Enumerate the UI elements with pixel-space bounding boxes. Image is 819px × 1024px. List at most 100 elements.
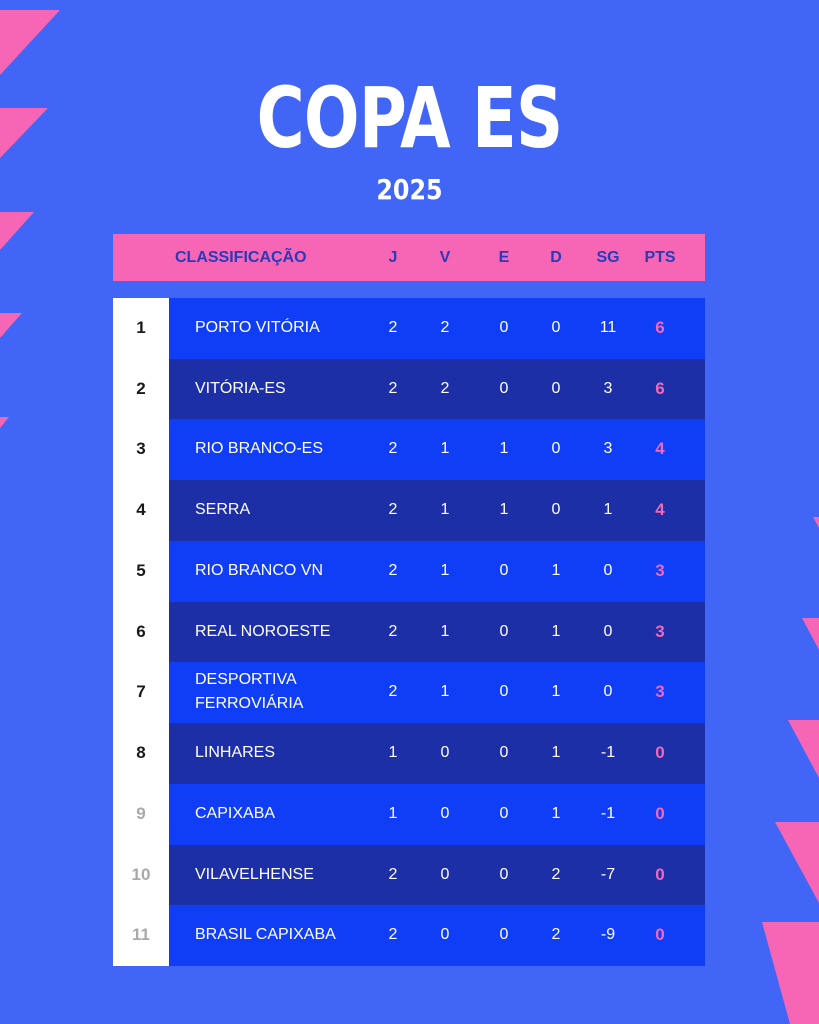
cell-v: 0 [440, 744, 450, 762]
cell-e: 0 [499, 319, 509, 336]
team-cell: SERRA [195, 480, 375, 540]
team-name: VILAVELHENSE [195, 865, 314, 883]
stripe-right-3 [788, 720, 819, 778]
row-background [169, 480, 705, 541]
cell-e: 1 [499, 501, 509, 519]
team-name: SERRA [195, 501, 251, 519]
cell-pts: 3 [655, 560, 665, 580]
cell-sg: 0 [603, 683, 613, 701]
cell-d: 0 [551, 379, 561, 397]
rank-number: 1 [136, 318, 146, 337]
row-background [169, 540, 705, 602]
cell-d: 0 [551, 319, 561, 336]
team-name: PORTO VITÓRIA [195, 319, 320, 336]
cell-sg: 3 [603, 379, 613, 397]
team-cell: REAL NOROESTE [195, 602, 375, 662]
cell-pts: 4 [655, 439, 665, 459]
cell-v: 2 [440, 319, 450, 336]
cell-pts: 3 [655, 682, 665, 702]
table-row: 3 RIO BRANCO-ES 2 1 1 0 3 4 [113, 419, 705, 481]
row-background [169, 298, 705, 359]
cell-pts: 0 [655, 925, 665, 945]
rank-number: 8 [136, 743, 146, 763]
cell-d: 2 [551, 926, 561, 944]
row-background [169, 844, 705, 906]
cell-sg: 0 [603, 622, 613, 640]
cell-j: 2 [388, 379, 398, 397]
cell-d: 0 [551, 440, 561, 458]
cell-pts: 6 [655, 378, 665, 398]
team-cell: DESPORTIVA FERROVIÁRIA [195, 662, 375, 722]
cell-sg: -1 [600, 804, 616, 822]
table-row: 2 VITÓRIA-ES 2 2 0 0 3 6 [113, 358, 705, 420]
team-cell: VITÓRIA-ES [195, 359, 375, 419]
cell-pts: 0 [655, 864, 665, 884]
cell-v: 1 [440, 683, 450, 701]
row-background [169, 662, 705, 724]
cell-sg: 11 [599, 319, 617, 336]
rank-number: 2 [136, 378, 146, 398]
team-name: BRASIL CAPIXABA [195, 926, 336, 944]
team-cell: LINHARES [195, 723, 375, 783]
cell-d: 1 [551, 683, 561, 701]
team-name: LINHARES [195, 744, 276, 762]
cell-sg: -9 [600, 926, 616, 944]
rank-number: 6 [136, 621, 146, 641]
header-j: J [388, 249, 398, 266]
cell-j: 2 [388, 319, 398, 336]
cell-e: 0 [499, 744, 509, 762]
cell-pts: 0 [655, 803, 665, 823]
cell-j: 2 [388, 683, 398, 701]
cell-e: 0 [499, 926, 509, 944]
cell-j: 2 [388, 501, 398, 519]
table-header: CLASSIFICAÇÃO J V E D SG PTS [113, 234, 705, 281]
stripe-right-5 [762, 922, 819, 1024]
table-row: 4 SERRA 2 1 1 0 1 4 [113, 480, 705, 541]
cell-j: 2 [388, 440, 398, 458]
team-cell: VILAVELHENSE [195, 845, 375, 905]
cell-sg: 3 [603, 440, 613, 458]
cell-e: 0 [499, 683, 509, 701]
row-background [169, 419, 705, 481]
table-row: 6 REAL NOROESTE 2 1 0 1 0 3 [113, 601, 705, 663]
table-row: 10 VILAVELHENSE 2 0 0 2 -7 0 [113, 844, 705, 906]
cell-v: 0 [440, 804, 450, 822]
cell-sg: 1 [603, 501, 613, 519]
row-background [169, 905, 705, 966]
team-cell: BRASIL CAPIXABA [195, 905, 375, 965]
cell-pts: 0 [655, 743, 665, 763]
standings-table: 1 PORTO VITÓRIA 2 2 0 0 11 6 2 VITÓRIA-ES 2 2 0 0 3 6 3 R… [113, 298, 705, 966]
header-pts: PTS [644, 249, 676, 266]
stripe-left-2 [0, 108, 48, 158]
cell-j: 2 [388, 926, 398, 944]
stripe-right-2 [802, 618, 819, 650]
table-row: 9 CAPIXABA 1 0 0 1 -1 0 [113, 783, 705, 845]
cell-e: 0 [499, 379, 509, 397]
header-e: E [498, 249, 510, 266]
cell-v: 0 [440, 865, 450, 883]
stripe-left-4 [0, 313, 22, 338]
table-row: 8 LINHARES 1 0 0 1 -1 0 [113, 723, 705, 784]
team-cell: PORTO VITÓRIA [195, 298, 375, 358]
cell-sg: 0 [603, 561, 613, 579]
cell-v: 2 [440, 379, 450, 397]
cell-sg: -7 [600, 865, 616, 883]
cell-d: 0 [551, 501, 561, 519]
cell-d: 1 [551, 622, 561, 640]
cell-v: 1 [440, 622, 450, 640]
team-name: RIO BRANCO-ES [195, 440, 324, 458]
header-sg: SG [596, 249, 620, 266]
cell-j: 2 [388, 865, 398, 883]
table-row: 7 DESPORTIVA FERROVIÁRIA 2 1 0 1 0 3 [113, 662, 705, 724]
cell-d: 2 [551, 865, 561, 883]
rank-number: 9 [136, 803, 146, 823]
cell-v: 1 [440, 501, 450, 519]
cell-sg: -1 [600, 744, 616, 762]
team-name: REAL NOROESTE [195, 622, 331, 640]
table-row: 5 RIO BRANCO VN 2 1 0 1 0 3 [113, 540, 705, 602]
rank-number: 5 [136, 560, 146, 580]
table-row: 11 BRASIL CAPIXABA 2 0 0 2 -9 0 [113, 905, 705, 966]
cell-e: 1 [499, 440, 509, 458]
page-subtitle-year: 2025 [376, 173, 443, 206]
